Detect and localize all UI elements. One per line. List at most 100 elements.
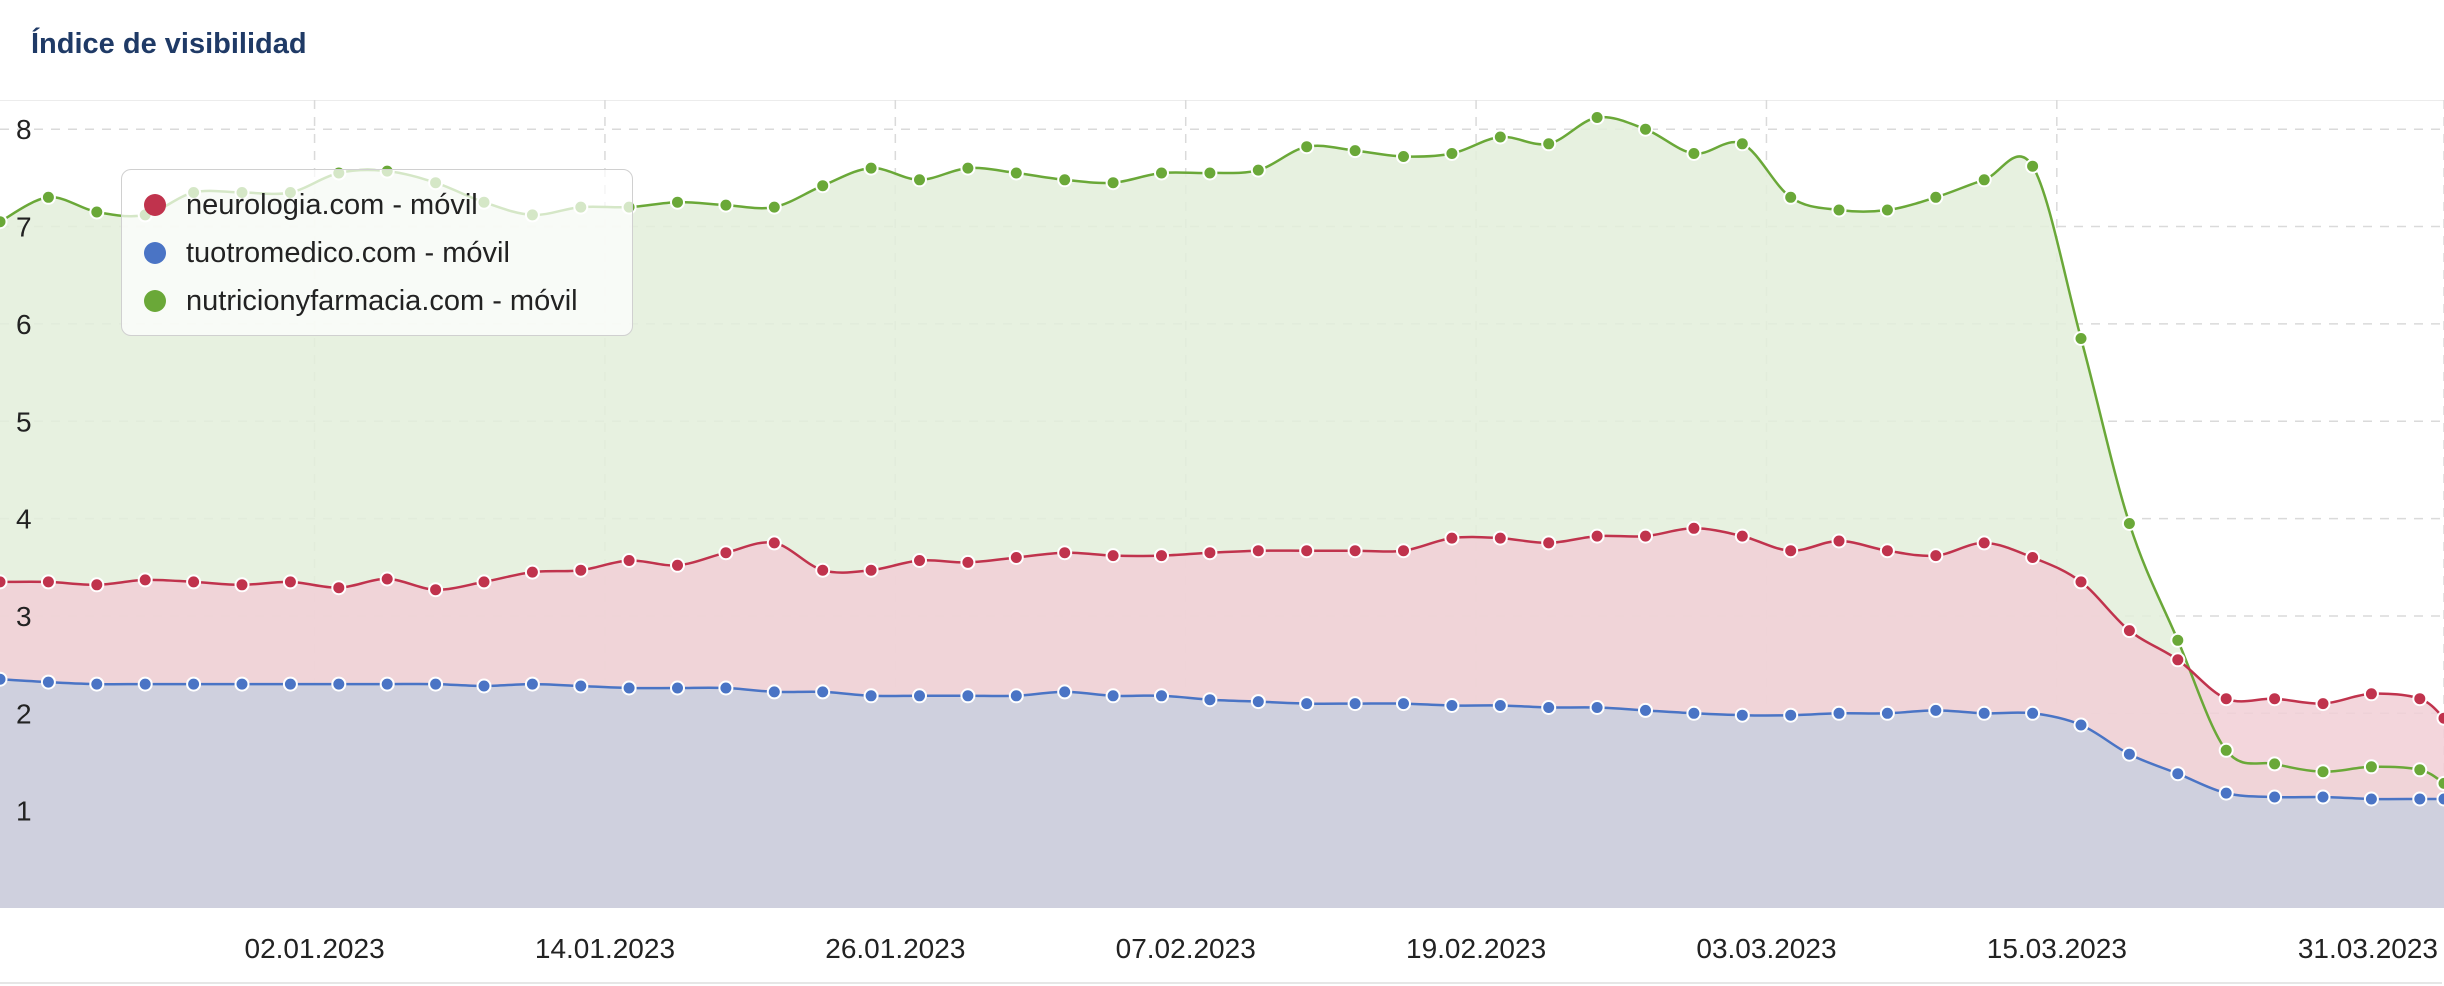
data-point (1686, 146, 1702, 161)
data-point (718, 680, 734, 696)
legend-item[interactable]: nutricionyfarmacia.com - móvil (144, 281, 578, 321)
data-point (863, 562, 879, 578)
data-point (1589, 700, 1605, 715)
data-point (2218, 691, 2234, 707)
data-point (2121, 746, 2137, 762)
data-point (1299, 543, 1315, 559)
data-point (137, 676, 153, 692)
data-point (1734, 136, 1750, 152)
data-point (1250, 162, 1266, 178)
data-point (0, 671, 8, 687)
data-point (960, 688, 976, 704)
data-point (40, 574, 56, 590)
legend-marker (144, 242, 166, 264)
data-point (1589, 528, 1605, 544)
y-tick-label: 1 (16, 796, 32, 827)
data-point (1541, 136, 1557, 152)
data-point (815, 684, 831, 700)
data-point (1492, 129, 1508, 145)
data-point (1734, 528, 1750, 544)
data-point (621, 680, 637, 696)
legend-label: nutricionyfarmacia.com - móvil (186, 284, 578, 317)
data-point (1879, 705, 1895, 721)
x-tick-label: 15.03.2023 (1987, 933, 2127, 964)
data-point (2412, 762, 2428, 778)
data-point (2170, 766, 2186, 782)
data-point (476, 678, 492, 694)
data-point (2025, 705, 2041, 721)
data-point (1541, 535, 1557, 551)
series-line (0, 527, 2444, 720)
data-point (1105, 175, 1121, 191)
data-point (2267, 691, 2283, 707)
data-point (1396, 543, 1411, 559)
data-point (2218, 742, 2234, 758)
data-point (1008, 688, 1024, 704)
data-point (1492, 530, 1508, 546)
y-tick-label: 3 (16, 601, 32, 632)
data-point (1879, 202, 1895, 218)
data-point (1202, 545, 1218, 561)
legend-marker (144, 290, 166, 312)
data-point (912, 688, 927, 704)
data-point (960, 554, 976, 570)
data-point (1492, 698, 1508, 713)
data-point (1976, 705, 1992, 721)
data-point (912, 553, 927, 568)
data-point (0, 214, 8, 230)
data-point (766, 684, 782, 700)
data-point (282, 574, 298, 590)
data-point (524, 676, 540, 692)
data-point (1202, 165, 1218, 181)
data-point (2412, 691, 2428, 707)
data-point (621, 553, 637, 568)
data-point (2121, 516, 2137, 531)
y-tick-label: 8 (16, 114, 32, 145)
data-point (2025, 550, 2041, 565)
y-tick-label: 5 (16, 406, 32, 437)
data-point (2363, 686, 2379, 702)
data-point (2315, 789, 2331, 805)
data-point (428, 676, 444, 692)
data-point (1638, 121, 1653, 137)
data-point (2170, 632, 2186, 648)
legend-item[interactable]: neurologia.com - móvil (144, 185, 478, 225)
data-point (863, 688, 879, 704)
data-point (428, 582, 444, 598)
data-point (2170, 652, 2186, 668)
legend-item[interactable]: tuotromedico.com - móvil (144, 233, 510, 273)
data-point (89, 577, 105, 593)
data-point (2436, 710, 2444, 726)
data-point (1057, 545, 1073, 561)
data-point (718, 545, 734, 561)
data-point (815, 562, 831, 578)
data-point (960, 160, 976, 176)
data-point (1976, 172, 1992, 188)
data-point (1250, 694, 1266, 710)
data-point (379, 676, 395, 692)
data-point (1008, 550, 1024, 565)
data-point (1396, 149, 1411, 164)
data-point (670, 680, 685, 696)
data-point (1686, 705, 1702, 721)
data-point (1831, 705, 1847, 721)
data-point (1202, 692, 1218, 708)
data-point (1928, 702, 1944, 718)
data-point (524, 564, 540, 580)
series-area (0, 679, 2444, 908)
data-point (1299, 139, 1315, 155)
x-tick-label: 31.03.2023 (2298, 933, 2438, 964)
data-point (573, 678, 589, 694)
data-point (1444, 530, 1460, 546)
data-point (1589, 110, 1605, 125)
data-point (766, 199, 782, 215)
chart-legend: neurologia.com - móvil tuotromedico.com … (121, 169, 633, 336)
x-tick-label: 14.01.2023 (535, 933, 675, 964)
data-point (1396, 696, 1411, 712)
data-point (1057, 684, 1073, 700)
data-point (40, 674, 56, 690)
legend-label: tuotromedico.com - móvil (186, 236, 510, 269)
data-point (234, 577, 250, 593)
data-point (1638, 528, 1653, 544)
